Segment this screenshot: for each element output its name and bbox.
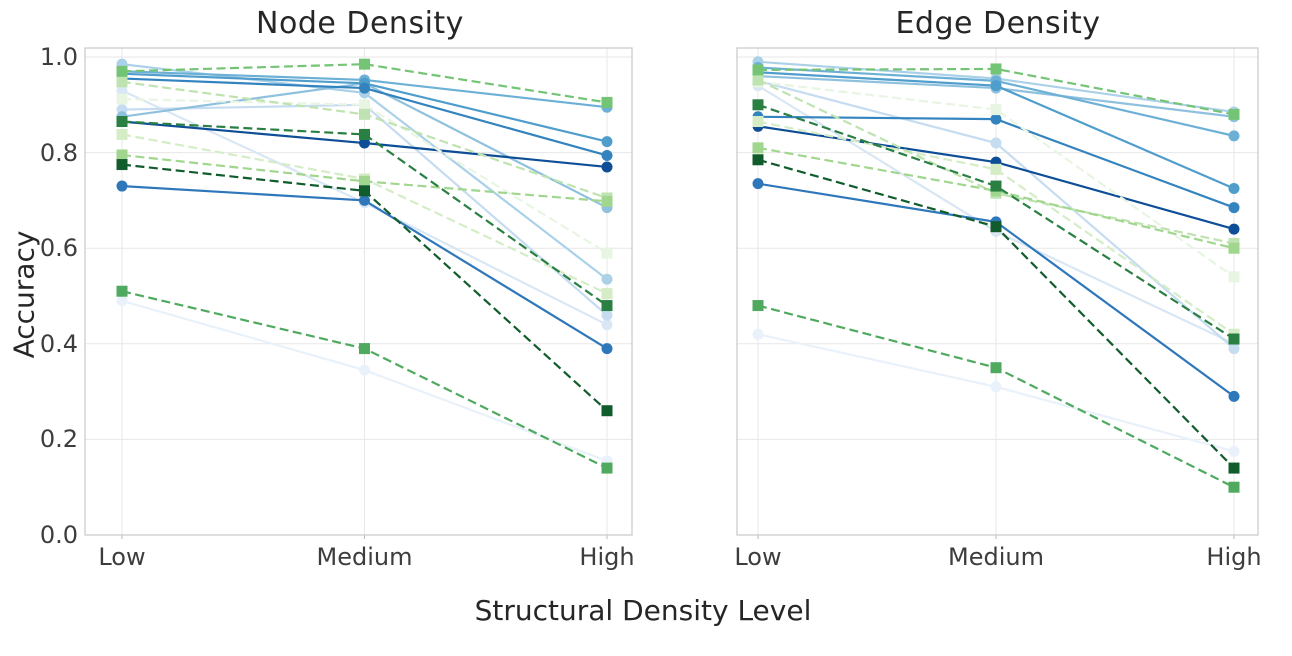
marker-square-green-2	[990, 163, 1002, 175]
marker-circle-blue-8	[601, 149, 613, 161]
marker-square-green-1	[359, 99, 370, 111]
series-line-green-4	[757, 146, 1235, 250]
marker-circle-blue-9	[1228, 390, 1240, 402]
marker-square-green-4	[752, 142, 764, 154]
marker-square-green-6	[116, 285, 128, 297]
marker-circle-blue-1	[1228, 445, 1240, 457]
marker-square-green-3	[359, 108, 370, 120]
marker-circle-blue-1	[359, 364, 370, 376]
marker-circle-blue-1	[990, 381, 1002, 393]
marker-circle-blue-7	[1228, 182, 1240, 194]
y-tick-label-1.0: 1.0	[39, 43, 78, 71]
marker-circle-blue-3	[1228, 343, 1240, 355]
marker-square-green-2	[752, 116, 764, 128]
y-tick-label-0.8: 0.8	[39, 138, 78, 167]
y-tick-label-0.0: 0.0	[39, 521, 78, 549]
y-tick-label-0.6: 0.6	[39, 234, 78, 263]
marker-square-green-5	[1228, 108, 1240, 120]
marker-square-green-8	[116, 159, 128, 171]
marker-square-green-8	[359, 185, 370, 197]
y-tick-label-0.2: 0.2	[39, 425, 78, 454]
marker-circle-blue-10	[359, 137, 370, 149]
marker-square-green-7	[990, 180, 1002, 192]
marker-circle-blue-8	[1228, 202, 1240, 214]
marker-square-green-4	[601, 195, 613, 207]
marker-square-green-8	[990, 221, 1002, 233]
x-tick-label-high: High	[579, 543, 635, 571]
marker-circle-blue-3	[990, 137, 1002, 149]
marker-square-green-4	[116, 149, 128, 161]
marker-square-green-7	[601, 300, 613, 312]
subplot-title-node-density: Node Density	[256, 6, 464, 41]
series-line-green-7	[121, 120, 608, 307]
marker-circle-blue-8	[990, 113, 1002, 125]
marker-circle-blue-3	[601, 309, 613, 321]
marker-circle-blue-10	[1228, 223, 1240, 235]
series-line-green-1	[121, 97, 608, 254]
marker-circle-blue-9	[359, 194, 370, 206]
marker-circle-blue-8	[359, 82, 370, 94]
marker-square-green-4	[359, 175, 370, 187]
marker-square-green-5	[116, 65, 128, 77]
marker-square-green-2	[116, 128, 128, 140]
marker-circle-blue-7	[601, 136, 613, 148]
series-line-green-5	[121, 63, 608, 104]
marker-circle-blue-9	[752, 178, 764, 190]
marker-square-green-1	[601, 247, 613, 259]
axes-spines	[736, 47, 1259, 536]
x-tick-label-low: Low	[734, 543, 782, 571]
x-tick-label-high: High	[1206, 543, 1262, 571]
marker-square-green-5	[990, 63, 1002, 75]
x-tick-label-medium: Medium	[316, 543, 413, 571]
marker-circle-blue-2	[601, 319, 613, 331]
subplot-title-edge-density: Edge Density	[895, 6, 1101, 41]
marker-circle-blue-9	[116, 180, 128, 192]
series-line-green-2	[757, 120, 1235, 336]
marker-circle-blue-2	[116, 84, 128, 96]
marker-square-green-7	[752, 99, 764, 111]
y-axis-label: Accuracy	[7, 230, 41, 359]
marker-square-green-7	[1228, 333, 1240, 345]
x-tick-label-low: Low	[98, 543, 146, 571]
marker-square-green-1	[990, 104, 1002, 116]
marker-circle-blue-9	[601, 343, 613, 355]
marker-square-green-6	[359, 343, 370, 355]
marker-square-green-3	[752, 74, 764, 86]
marker-square-green-2	[601, 288, 613, 300]
x-axis-label: Structural Density Level	[474, 594, 812, 627]
marker-square-green-7	[359, 128, 370, 140]
series-line-green-1	[757, 80, 1235, 278]
marker-square-green-8	[601, 405, 613, 417]
marker-square-green-5	[601, 96, 613, 108]
marker-circle-blue-10	[601, 161, 613, 173]
marker-square-green-5	[752, 64, 764, 76]
marker-circle-blue-7	[990, 80, 1002, 92]
x-tick-label-medium: Medium	[948, 543, 1044, 571]
marker-circle-blue-6	[1228, 130, 1240, 142]
marker-square-green-6	[990, 362, 1002, 374]
axes-spines	[84, 47, 633, 536]
marker-square-green-1	[1228, 271, 1240, 283]
y-tick-label-0.4: 0.4	[39, 329, 78, 358]
marker-square-green-6	[1228, 481, 1240, 493]
marker-square-green-6	[601, 462, 613, 474]
marker-square-green-8	[752, 154, 764, 166]
marker-square-green-3	[116, 76, 128, 88]
marker-square-green-8	[1228, 462, 1240, 474]
marker-circle-blue-1	[752, 328, 764, 340]
marker-circle-blue-4	[601, 273, 613, 285]
marker-square-green-4	[1228, 242, 1240, 254]
marker-square-green-7	[116, 116, 128, 128]
marker-square-green-1	[116, 93, 128, 105]
marker-circle-blue-1	[116, 295, 128, 307]
marker-square-green-6	[752, 300, 764, 312]
marker-square-green-5	[359, 58, 370, 70]
